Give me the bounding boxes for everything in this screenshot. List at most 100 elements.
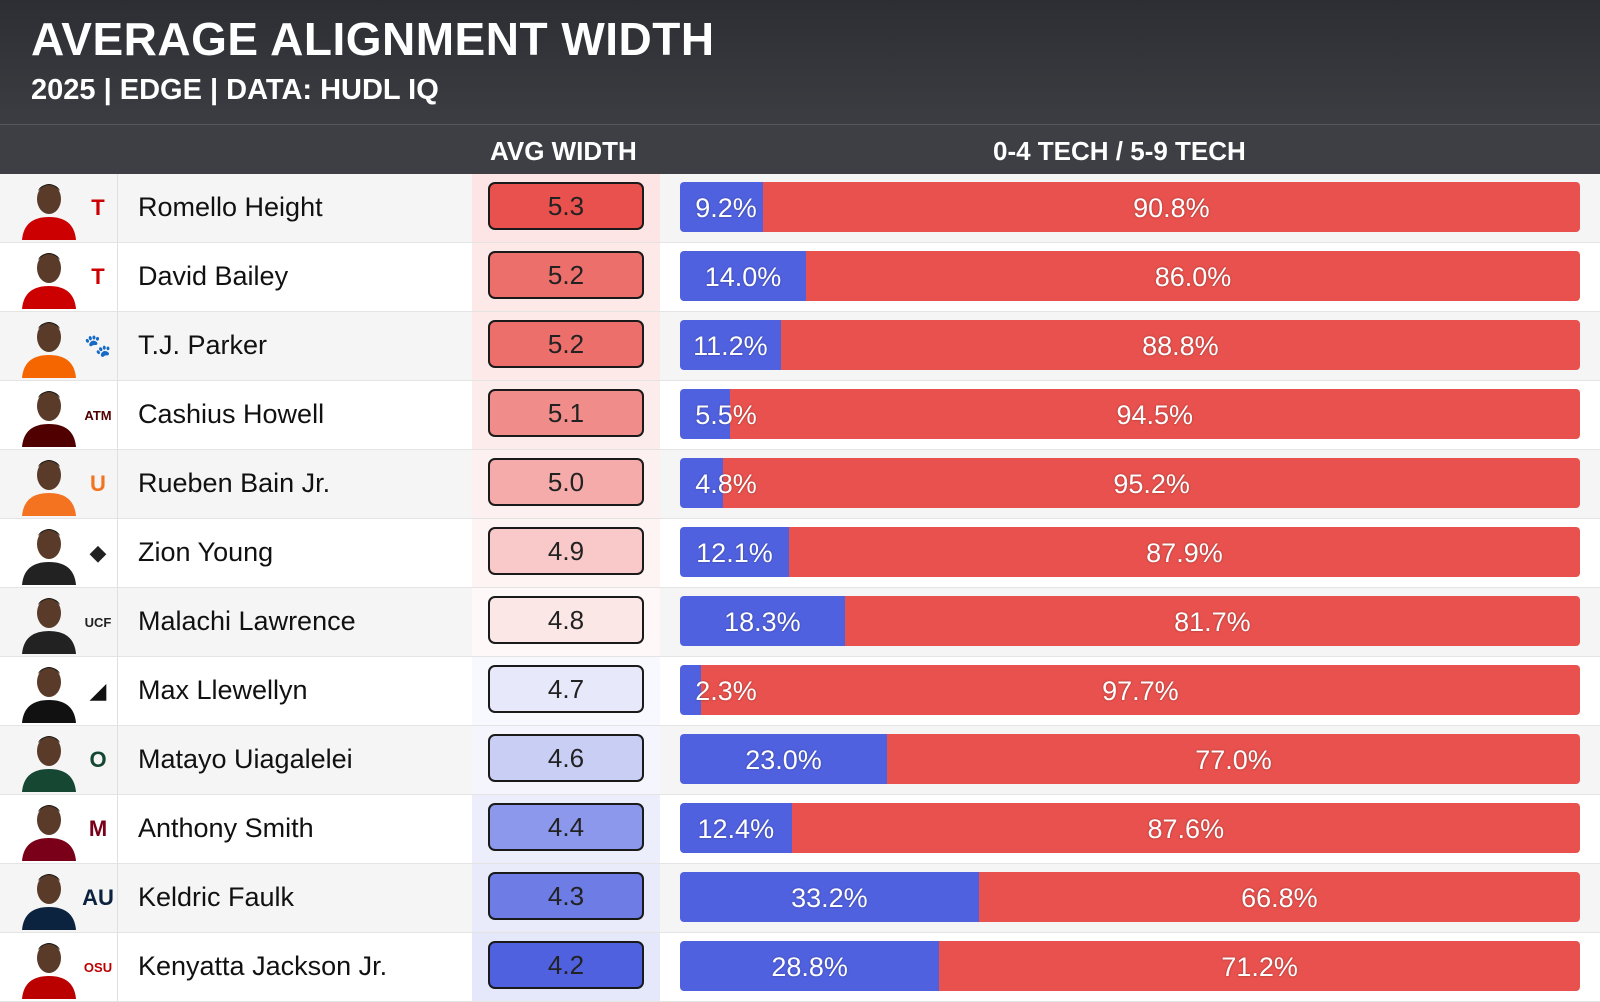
bar-segment-0-4-tech [680, 803, 792, 853]
player-name: T.J. Parker [138, 330, 268, 360]
avg-width-cell: 5.1 [472, 381, 660, 449]
data-label-5-9-tech: 81.7% [1174, 607, 1251, 637]
avg-width-cell: 4.6 [472, 726, 660, 794]
data-label-5-9-tech: 87.6% [1147, 814, 1225, 844]
data-label-5-9-tech: 94.5% [1116, 400, 1194, 430]
bar-segment-5-9-tech [791, 803, 1580, 853]
player-photo [14, 177, 84, 240]
table-row: T Romello Height 5.3 9.2% 90.8% [0, 174, 1600, 243]
tech-split-bar: 5.5% 94.5% [680, 389, 1580, 439]
player-photo [14, 798, 84, 861]
player-photo [14, 315, 84, 378]
avg-width-value: 4.8 [488, 596, 644, 644]
avg-width-value: 5.0 [488, 458, 644, 506]
row-divider [117, 933, 118, 1001]
player-photo [14, 729, 84, 792]
data-label-5-9-tech: 66.8% [1241, 883, 1318, 913]
row-divider [117, 726, 118, 794]
data-label-0-4-tech: 11.2% [693, 331, 768, 361]
minnesota-m-logo: M [88, 816, 108, 841]
chart-subtitle: 2025 | EDGE | DATA: HUDL IQ [31, 74, 439, 106]
avg-width-cell: 5.0 [472, 450, 660, 518]
table-row: OSU Kenyatta Jackson Jr. 4.2 28.8% 71.2% [0, 933, 1600, 1002]
bar-segment-5-9-tech [806, 251, 1580, 301]
auburn-au-logo: AU [82, 885, 114, 910]
avg-width-cell: 5.3 [472, 174, 660, 242]
tech-split-bar: 23.0% 77.0% [680, 734, 1580, 784]
column-header-bar: AVG WIDTH 0-4 TECH / 5-9 TECH [0, 124, 1600, 174]
bar-segment-5-9-tech [844, 596, 1580, 646]
avatar-icon [22, 736, 76, 792]
player-name: Cashius Howell [138, 399, 325, 429]
avatar-icon [22, 253, 76, 309]
avg-width-cell: 4.2 [472, 933, 660, 1001]
player-photo [14, 867, 84, 930]
bar-segment-5-9-tech [762, 182, 1580, 232]
avg-width-value: 5.2 [488, 320, 644, 368]
bar-segment-0-4-tech [680, 941, 940, 991]
chart-title: AVERAGE ALIGNMENT WIDTH [31, 13, 715, 65]
data-label-0-4-tech: 23.0% [745, 745, 822, 775]
texas-tech-logo: T [91, 264, 105, 289]
bar-segment-5-9-tech [700, 665, 1580, 715]
avg-width-cell: 4.3 [472, 864, 660, 932]
bar-segment-0-4-tech [680, 527, 789, 577]
avg-width-value: 4.2 [488, 941, 644, 989]
table-row: U Rueben Bain Jr. 5.0 4.8% 95.2% [0, 450, 1600, 519]
data-label-0-4-tech: 18.3% [724, 607, 801, 637]
avatar-icon [22, 943, 76, 999]
player-name: Keldric Faulk [138, 882, 295, 912]
tech-split-bar: 28.8% 71.2% [680, 941, 1580, 991]
miami-u-logo: U [90, 471, 106, 496]
row-divider [117, 381, 118, 449]
ohio-state-logo: OSU [83, 959, 113, 975]
table-row: O Matayo Uiagalelei 4.6 23.0% 77.0% [0, 726, 1600, 795]
tech-split-bar: 14.0% 86.0% [680, 251, 1580, 301]
texas-tech-logo: T [91, 195, 105, 220]
data-label-5-9-tech: 95.2% [1113, 469, 1190, 499]
player-name: Anthony Smith [138, 813, 314, 843]
table-row: T David Bailey 5.2 14.0% 86.0% [0, 243, 1600, 312]
player-name: Romello Height [138, 192, 323, 222]
tech-split-bar: 33.2% 66.8% [680, 872, 1580, 922]
player-name: Matayo Uiagalelei [138, 744, 353, 774]
bar-segment-0-4-tech [680, 734, 887, 784]
iowa-hawkeye-logo: ◢ [89, 678, 107, 703]
row-divider [117, 519, 118, 587]
avatar-icon [22, 529, 76, 585]
avg-width-value: 4.7 [488, 665, 644, 713]
tech-split-header: 0-4 TECH / 5-9 TECH [993, 136, 1246, 166]
data-label-5-9-tech: 88.8% [1142, 331, 1219, 361]
row-divider [117, 312, 118, 380]
tech-split-bar: 18.3% 81.7% [680, 596, 1580, 646]
player-name: David Bailey [138, 261, 289, 291]
player-name: Malachi Lawrence [138, 606, 356, 636]
player-name: Zion Young [138, 537, 274, 567]
bar-segment-0-4-tech [680, 665, 701, 715]
bar-segment-0-4-tech [680, 389, 730, 439]
ucf-logo: UCF [84, 614, 112, 630]
avg-width-value: 4.6 [488, 734, 644, 782]
bar-segment-0-4-tech [680, 320, 781, 370]
bar-segment-5-9-tech [788, 527, 1580, 577]
data-label-5-9-tech: 97.7% [1102, 676, 1179, 706]
data-label-0-4-tech: 9.2% [695, 193, 757, 223]
data-label-0-4-tech: 5.5% [695, 400, 757, 430]
bar-segment-5-9-tech [887, 734, 1580, 784]
avatar-icon [22, 667, 76, 723]
data-label-0-4-tech: 14.0% [704, 262, 782, 292]
bar-segment-5-9-tech [780, 320, 1580, 370]
tech-split-bar: 4.8% 95.2% [680, 458, 1580, 508]
bar-segment-0-4-tech [680, 872, 979, 922]
tech-split-bar: 11.2% 88.8% [680, 320, 1580, 370]
player-name: Max Llewellyn [138, 675, 308, 705]
avg-width-cell: 5.2 [472, 312, 660, 380]
row-divider [117, 174, 118, 242]
avg-width-value: 5.2 [488, 251, 644, 299]
header: AVERAGE ALIGNMENT WIDTH 2025 | EDGE | DA… [0, 0, 1600, 124]
data-label-0-4-tech: 33.2% [791, 883, 868, 913]
player-photo [14, 660, 84, 723]
avatar-icon [22, 184, 76, 240]
table-row: ◆ Zion Young 4.9 12.1% 87.9% [0, 519, 1600, 588]
avg-width-cell: 5.2 [472, 243, 660, 311]
